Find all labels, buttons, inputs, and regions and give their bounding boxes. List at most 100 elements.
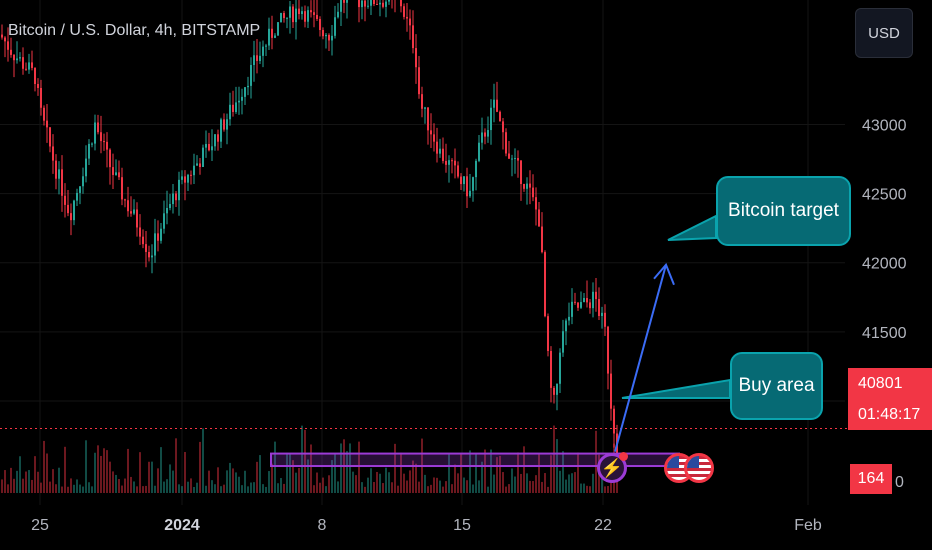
volume-bar	[583, 483, 585, 493]
volume-bar	[382, 483, 384, 493]
volume-bar	[466, 480, 468, 493]
candle-body	[262, 46, 264, 56]
volume-bar	[391, 482, 393, 493]
candle-body	[364, 0, 366, 7]
volume-bar	[448, 454, 450, 493]
candle-body	[277, 22, 279, 36]
volume-bar	[301, 425, 303, 493]
volume-bar	[616, 479, 618, 493]
volume-bar	[424, 474, 426, 493]
candle-body	[346, 0, 348, 3]
volume-bar	[313, 485, 315, 493]
candle-body	[472, 177, 474, 191]
candle-body	[163, 213, 165, 229]
candle-body	[55, 160, 57, 179]
candle-body	[76, 192, 78, 201]
volume-bar	[49, 481, 51, 493]
volume-bar	[1, 479, 3, 493]
volume-bar	[163, 481, 165, 493]
candle-body	[160, 228, 162, 241]
volume-bar	[244, 470, 246, 493]
candle-body	[508, 153, 510, 159]
currency-button[interactable]: USD	[855, 8, 913, 58]
volume-bar	[334, 453, 336, 493]
volume-bar	[406, 480, 408, 493]
candle-body	[172, 193, 174, 205]
volume-bar	[34, 456, 36, 493]
candle-body	[574, 301, 576, 303]
bolt-icon[interactable]: ⚡	[597, 453, 627, 483]
volume-bar	[205, 485, 207, 493]
volume-bar	[547, 486, 549, 493]
candle-body	[64, 195, 66, 205]
candle-body	[91, 143, 93, 145]
volume-bar	[403, 473, 405, 493]
volume-bar	[199, 441, 201, 493]
candle-body	[544, 252, 546, 317]
buy-callout-tail	[621, 378, 731, 399]
candle-body	[577, 302, 579, 308]
volume-bar	[13, 478, 15, 493]
volume-bar	[271, 463, 273, 493]
volume-bar	[19, 456, 21, 493]
candle-body	[223, 119, 225, 130]
candle-body	[502, 121, 504, 133]
candle-body	[19, 57, 21, 59]
volume-bar	[238, 476, 240, 493]
candle-body	[190, 174, 192, 176]
candle-body	[298, 8, 300, 15]
volume-bar	[166, 479, 168, 493]
volume-bar	[184, 451, 186, 493]
volume-bar	[70, 478, 72, 493]
volume-bar	[25, 471, 27, 493]
volume-bar	[109, 461, 111, 493]
volume-bar	[520, 473, 522, 493]
current-price-value: 40801	[858, 375, 903, 392]
candle-body	[388, 0, 390, 2]
candle-body	[10, 49, 12, 55]
volume-bar	[55, 484, 57, 493]
candle-body	[439, 148, 441, 154]
candle-body	[442, 148, 444, 161]
current-price-tag: 40801 01:48:17	[848, 368, 932, 430]
candle-body	[52, 146, 54, 161]
candle-body	[154, 233, 156, 256]
volume-bar	[43, 440, 45, 493]
volume-bar	[370, 468, 372, 493]
volume-axis-tick: 0	[895, 474, 904, 491]
candle-body	[133, 209, 135, 214]
candle-body	[322, 30, 324, 37]
volume-bar	[442, 486, 444, 493]
candle-body	[526, 183, 528, 189]
candle-body	[598, 299, 600, 317]
candle-body	[571, 301, 573, 317]
volume-bar	[268, 471, 270, 493]
us-flag-icon[interactable]	[684, 453, 714, 483]
volume-bar	[223, 484, 225, 493]
volume-bar	[349, 443, 351, 493]
volume-bar	[544, 473, 546, 493]
volume-bar	[157, 468, 159, 493]
candle-body	[385, 1, 387, 7]
volume-bar	[295, 472, 297, 493]
volume-bar	[16, 470, 18, 493]
volume-bar	[592, 473, 594, 493]
volume-bar	[373, 482, 375, 493]
volume-bar	[529, 480, 531, 493]
volume-bar	[127, 448, 129, 493]
candle-body	[541, 226, 543, 253]
volume-bar	[457, 473, 459, 493]
volume-bar	[7, 484, 9, 493]
volume-bar	[67, 486, 69, 493]
candle-body	[466, 176, 468, 197]
candle-body	[124, 199, 126, 201]
candle-body	[604, 312, 606, 327]
candle-body	[142, 236, 144, 245]
volume-bar	[22, 478, 24, 493]
volume-bar	[196, 482, 198, 493]
candle-body	[415, 48, 417, 68]
volume-bar	[76, 479, 78, 493]
volume-bar	[415, 463, 417, 493]
candle-body	[70, 213, 72, 221]
